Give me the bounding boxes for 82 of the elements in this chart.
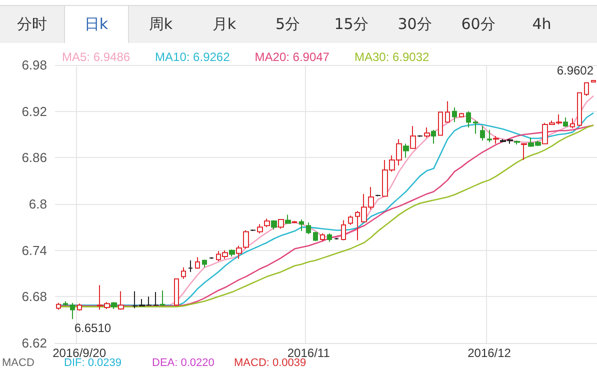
candlestick	[348, 215, 353, 226]
text: MA5: 6.9486	[62, 50, 130, 64]
candlestick	[313, 231, 318, 242]
candlestick	[70, 302, 75, 320]
candlestick	[431, 129, 436, 144]
text: 周k	[148, 14, 174, 35]
x-tick-label: 2016/11	[287, 346, 330, 360]
candlestick	[424, 127, 430, 138]
candlestick	[250, 228, 256, 232]
candlestick	[118, 290, 124, 310]
candlestick	[77, 303, 82, 312]
text: 月k	[211, 14, 238, 35]
candlestick	[257, 224, 263, 234]
y-tick-label: 6.62	[22, 336, 47, 350]
candlestick	[299, 218, 304, 232]
y-tick-label: 6.8	[28, 196, 47, 212]
candlestick	[209, 256, 214, 260]
candlestick	[320, 232, 325, 242]
candlestick	[480, 126, 485, 142]
candlestick	[111, 302, 117, 310]
candlestick	[417, 134, 423, 138]
candlestick	[375, 194, 381, 197]
text: MACD: 0.0039	[234, 357, 306, 370]
text: 15分	[333, 14, 370, 35]
y-tick-label: 6.68	[22, 289, 47, 304]
candlestick	[445, 100, 450, 123]
candlestick	[160, 290, 165, 306]
candlestick	[153, 292, 159, 306]
candlestick	[577, 92, 582, 127]
candlestick	[264, 218, 270, 228]
candlestick	[563, 117, 568, 128]
candlestick	[292, 220, 297, 224]
candlestick	[514, 140, 520, 146]
text: DEA: 0.0220	[152, 357, 214, 370]
candlestick	[438, 112, 443, 136]
text: 30分	[396, 14, 433, 35]
candlestick	[63, 300, 68, 306]
text: MA20: 6.9047	[254, 50, 330, 64]
candlestick	[403, 143, 409, 158]
text: MA10: 6.9262	[155, 50, 230, 64]
candlestick	[466, 110, 471, 128]
text: 日k	[64, 6, 129, 43]
candlestick	[285, 214, 291, 224]
candlestick	[195, 256, 200, 270]
candlestick	[334, 237, 339, 240]
text: 5分	[274, 14, 302, 35]
y-tick-label: 6.92	[22, 104, 47, 119]
text: DIF: 0.0239	[64, 357, 122, 370]
y-tick-label: 6.86	[22, 150, 47, 166]
text: 分时	[16, 14, 48, 35]
candlestick	[584, 82, 589, 96]
candlestick	[570, 118, 575, 129]
y-tick-label: 6.98	[22, 58, 47, 72]
candlestick	[229, 249, 235, 258]
candlestick	[521, 143, 527, 160]
y-tick-label: 6.74	[22, 242, 47, 258]
candlestick	[459, 112, 464, 118]
candlestick	[188, 260, 193, 272]
candlestick	[591, 80, 596, 82]
candlestick	[327, 232, 332, 242]
candlestick	[306, 222, 311, 235]
candlestick	[487, 129, 492, 143]
text: MA30: 6.9032	[354, 50, 430, 64]
x-tick-label: 2016/12	[468, 346, 512, 360]
candlestick	[493, 136, 499, 144]
annotation: 6.9602	[556, 63, 594, 78]
candlestick	[341, 220, 346, 241]
candlestick	[278, 218, 284, 230]
text: 60分	[460, 14, 496, 35]
candlestick	[174, 278, 179, 306]
annotation: 6.6510	[74, 321, 112, 336]
text: MACD	[2, 357, 34, 370]
candlestick	[243, 230, 249, 250]
candlestick	[202, 259, 207, 268]
candlestick	[271, 220, 277, 230]
candlestick	[181, 266, 186, 280]
candlestick	[236, 245, 242, 260]
candlestick	[56, 302, 61, 310]
candlestick	[473, 120, 478, 134]
candlestick	[452, 106, 457, 123]
text: 4h	[531, 14, 552, 35]
candlestick	[410, 126, 416, 149]
